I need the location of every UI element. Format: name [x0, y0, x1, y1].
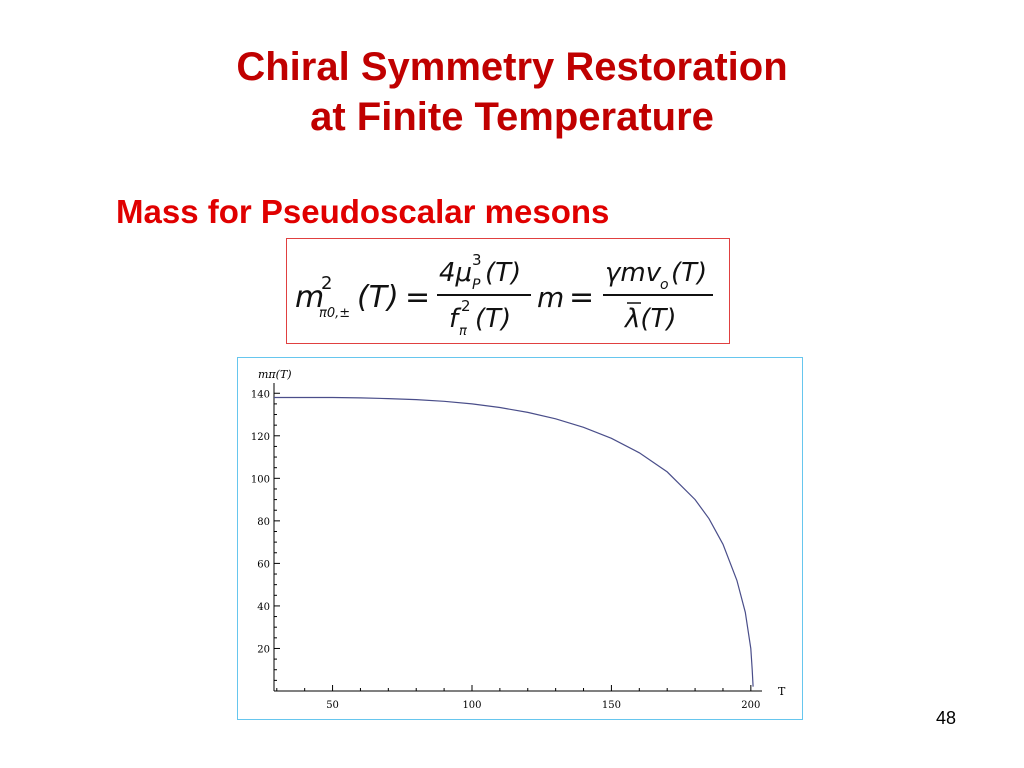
formula-svg: m 2 π0,± (T) = 4μ 3 P (T) f 2 π (T) m = … [295, 251, 713, 339]
frac2-denominator: λ(T) [623, 304, 677, 334]
y-tick-label-60: 60 [257, 559, 270, 570]
formula-box: m 2 π0,± (T) = 4μ 3 P (T) f 2 π (T) m = … [286, 238, 730, 344]
formula-lhs-superscript: 2 [321, 273, 332, 294]
y-tick-label-120: 120 [251, 432, 270, 443]
y-tick-label-80: 80 [257, 517, 270, 528]
frac2-numerator: γmv [605, 258, 662, 288]
x-tick-label-100: 100 [462, 700, 481, 711]
y-tick-label-20: 20 [257, 644, 270, 655]
slide-subtitle: Mass for Pseudoscalar mesons [116, 193, 610, 230]
y-tick-label-140: 140 [251, 389, 270, 400]
frac2-num-subscript: o [660, 277, 669, 293]
frac1-den-superscript: 2 [461, 297, 471, 315]
y-tick-label-100: 100 [251, 474, 270, 485]
y-ticks: 20 40 60 80 100 120 140 [251, 389, 280, 681]
title-line-1: Chiral Symmetry Restoration [236, 45, 788, 89]
formula-lhs-symbol: m [295, 280, 324, 315]
x-tick-label-200: 200 [741, 700, 760, 711]
formula-lhs-argument: (T) [357, 280, 399, 315]
frac1-num-superscript: 3 [472, 251, 482, 269]
y-tick-label-40: 40 [257, 602, 270, 613]
y-axis-label: mπ(T) [258, 368, 292, 381]
frac1-num-subscript: P [472, 277, 481, 293]
formula-equals-2: = [569, 280, 594, 315]
formula-equals-1: = [405, 280, 430, 315]
x-axis-label: T [778, 685, 786, 698]
frac1-den-argument: (T) [475, 304, 511, 334]
mass-temperature-chart: 20 40 60 80 100 120 140 50 100 150 200 mπ(T) T [251, 368, 786, 711]
frac2-num-argument: (T) [671, 258, 707, 288]
title-line-2: at Finite Temperature [310, 95, 714, 139]
page-number: 48 [936, 708, 957, 728]
formula-mid-factor: m [537, 281, 564, 314]
frac1-num-argument: (T) [485, 258, 521, 288]
x-tick-label-150: 150 [602, 700, 621, 711]
frac1-den-subscript: π [459, 324, 467, 339]
slide-title: Chiral Symmetry Restoration at Finite Te… [0, 42, 1024, 142]
series-line-mass [274, 396, 754, 687]
chart-frame: 20 40 60 80 100 120 140 50 100 150 200 mπ(T) T [237, 357, 803, 720]
formula-lhs-subscript: π0,± [319, 306, 350, 321]
x-tick-label-50: 50 [326, 700, 339, 711]
frac1-numerator: 4μ [439, 258, 472, 288]
x-ticks: 50 100 150 200 [276, 685, 760, 711]
